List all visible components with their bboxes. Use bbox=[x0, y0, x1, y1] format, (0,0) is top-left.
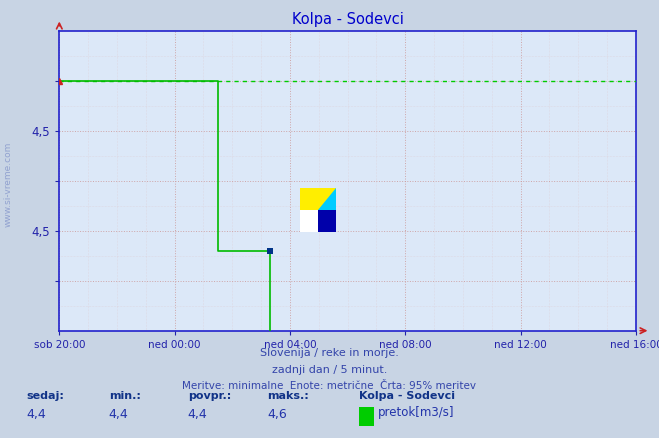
Text: 4,4: 4,4 bbox=[109, 408, 129, 421]
Text: Meritve: minimalne  Enote: metrične  Črta: 95% meritev: Meritve: minimalne Enote: metrične Črta:… bbox=[183, 381, 476, 392]
Text: min.:: min.: bbox=[109, 391, 140, 401]
Text: zadnji dan / 5 minut.: zadnji dan / 5 minut. bbox=[272, 365, 387, 375]
Text: 4,6: 4,6 bbox=[267, 408, 287, 421]
Polygon shape bbox=[300, 188, 336, 210]
Text: 4,4: 4,4 bbox=[26, 408, 46, 421]
Text: maks.:: maks.: bbox=[267, 391, 308, 401]
Text: sedaj:: sedaj: bbox=[26, 391, 64, 401]
Polygon shape bbox=[318, 188, 336, 210]
Bar bbox=[318, 210, 336, 232]
Text: pretok[m3/s]: pretok[m3/s] bbox=[378, 406, 455, 419]
Title: Kolpa - Sodevci: Kolpa - Sodevci bbox=[292, 12, 403, 27]
Text: povpr.:: povpr.: bbox=[188, 391, 231, 401]
Text: Slovenija / reke in morje.: Slovenija / reke in morje. bbox=[260, 348, 399, 358]
Text: 4,4: 4,4 bbox=[188, 408, 208, 421]
Text: Kolpa - Sodevci: Kolpa - Sodevci bbox=[359, 391, 455, 401]
Text: www.si-vreme.com: www.si-vreme.com bbox=[4, 141, 13, 226]
